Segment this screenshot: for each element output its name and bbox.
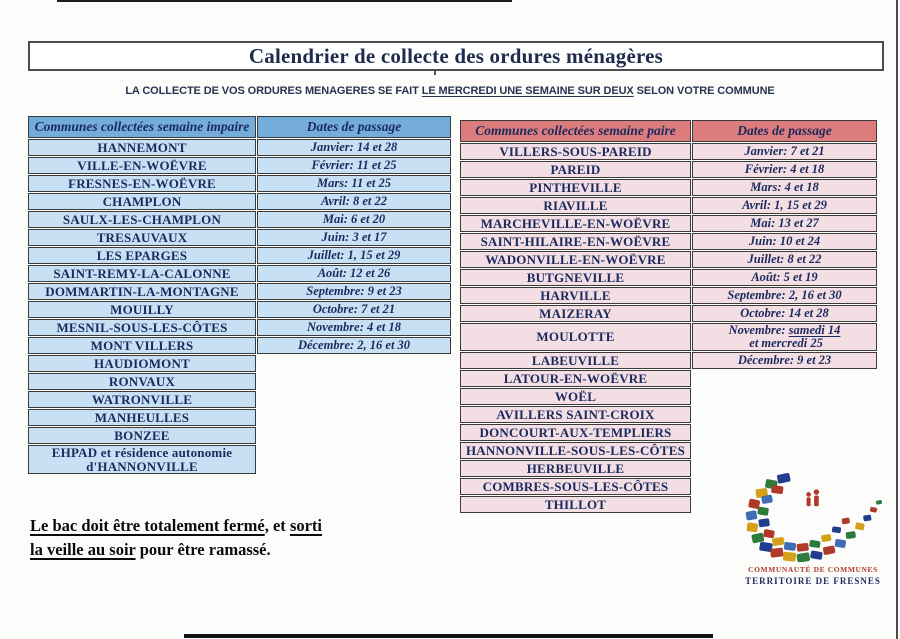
- commune-cell: MONT VILLERS: [28, 337, 256, 354]
- logo-crescent-icon: [745, 472, 883, 562]
- date-cell: Janvier: 14 et 28: [257, 139, 451, 156]
- commune-cell: WOËL: [460, 388, 691, 406]
- commune-cell: LATOUR-EN-WOËVRE: [460, 370, 691, 388]
- date-cell: Décembre: 2, 16 et 30: [257, 337, 451, 354]
- commune-cell: HANNEMONT: [28, 139, 256, 156]
- table-header-dates: Dates de passage: [257, 116, 451, 138]
- date-cell: Mars: 11 et 25: [257, 175, 451, 192]
- commune-cell: VILLERS-SOUS-PAREID: [460, 143, 691, 160]
- commune-cell: LABEUVILLE: [460, 352, 691, 370]
- commune-cell: BONZEE: [28, 427, 256, 444]
- commune-cell: WATRONVILLE: [28, 391, 256, 408]
- note-line-2: la veille au soir pour être ramassé.: [30, 539, 271, 559]
- scan-artifact-top-line: [57, 0, 512, 2]
- commune-cell: PINTHEVILLE: [460, 179, 691, 196]
- date-cell: Décembre: 9 et 23: [692, 352, 877, 370]
- date-cell: Août: 12 et 26: [257, 265, 451, 282]
- date-cell: Juillet: 1, 15 et 29: [257, 247, 451, 264]
- table-header-communes: Communes collectées semaine impaire: [28, 116, 256, 138]
- date-cell: Octobre: 14 et 28: [692, 305, 877, 322]
- commune-cell: MOUILLY: [28, 301, 256, 318]
- commune-cell: FRESNES-EN-WOËVRE: [28, 175, 256, 192]
- commune-cell: HAUDIOMONT: [28, 355, 256, 372]
- date-cell: Juin: 10 et 24: [692, 233, 877, 250]
- subtitle: LA COLLECTE DE VOS ORDURES MENAGERES SE …: [125, 85, 775, 97]
- commune-cell: EHPAD et résidence autonomie d'HANNONVIL…: [28, 445, 256, 475]
- commune-cell: AVILLERS SAINT-CROIX: [460, 406, 691, 424]
- date-cell: Janvier: 7 et 21: [692, 143, 877, 160]
- commune-cell: SAINT-HILAIRE-EN-WOËVRE: [460, 233, 691, 250]
- commune-cell: VILLE-EN-WOËVRE: [28, 157, 256, 174]
- date-cell: Novembre: samedi 14 et mercredi 25: [692, 323, 877, 352]
- commune-cell: HERBEUVILLE: [460, 460, 691, 478]
- table-header-communes: Communes collectées semaine paire: [460, 120, 691, 142]
- community-logo: COMMUNAUTÉ DE COMMUNES TERRITOIRE DE FRE…: [736, 472, 890, 586]
- commune-cell: THILLOT: [460, 496, 691, 514]
- date-cell: Septembre: 9 et 23: [257, 283, 451, 300]
- commune-cell: LES EPARGES: [28, 247, 256, 264]
- commune-cell: MANHEULLES: [28, 409, 256, 426]
- commune-cell: MESNIL-SOUS-LES-CÔTES: [28, 319, 256, 336]
- closing-note: Le bac doit être totalement fermé, et so…: [30, 514, 390, 562]
- commune-cell: WADONVILLE-EN-WOËVRE: [460, 251, 691, 268]
- commune-cell: DONCOURT-AUX-TEMPLIERS: [460, 424, 691, 442]
- date-cell: Juin: 3 et 17: [257, 229, 451, 246]
- date-cell: Mars: 4 et 18: [692, 179, 877, 196]
- date-cell: Avril: 1, 15 et 29: [692, 197, 877, 214]
- footer-org-line1: COMMUNAUTÉ DE COMMUNES: [748, 565, 878, 574]
- date-cell: Avril: 8 et 22: [257, 193, 451, 210]
- commune-cell: BUTGNEVILLE: [460, 269, 691, 286]
- commune-cell: DOMMARTIN-LA-MONTAGNE: [28, 283, 256, 300]
- commune-cell: CHAMPLON: [28, 193, 256, 210]
- table-semaine-impaire: Communes collectées semaine impaire Dates…: [28, 116, 451, 475]
- date-cell: Mai: 13 et 27: [692, 215, 877, 232]
- commune-cell: MARCHEVILLE-EN-WOËVRE: [460, 215, 691, 232]
- commune-cell: MOULOTTE: [460, 323, 691, 352]
- scan-artifact-right-edge: [896, 0, 898, 639]
- commune-cell: TRESAUVAUX: [28, 229, 256, 246]
- commune-cell: MAIZERAY: [460, 305, 691, 322]
- title-box: Calendrier de collecte des ordures ménag…: [28, 41, 884, 71]
- date-cell: Novembre: 4 et 18: [257, 319, 451, 336]
- commune-cell: HANNONVILLE-SOUS-LES-CÔTES: [460, 442, 691, 460]
- date-cell: Septembre: 2, 16 et 30: [692, 287, 877, 304]
- note-line-1: Le bac doit être totalement fermé, et so…: [30, 516, 323, 535]
- commune-cell: COMBRES-SOUS-LES-CÔTES: [460, 478, 691, 496]
- date-cell: Juillet: 8 et 22: [692, 251, 877, 268]
- logo-people-icon: [806, 489, 820, 507]
- date-cell: Août: 5 et 19: [692, 269, 877, 286]
- date-cell: Février: 11 et 25: [257, 157, 451, 174]
- scan-artifact-bottom-line: [184, 634, 713, 638]
- table-semaine-paire: Communes collectées semaine paire Dates d…: [460, 120, 877, 514]
- commune-cell: RONVAUX: [28, 373, 256, 390]
- commune-cell: SAULX-LES-CHAMPLON: [28, 211, 256, 228]
- table-header-dates: Dates de passage: [692, 120, 877, 142]
- date-cell: Octobre: 7 et 21: [257, 301, 451, 318]
- footer-org-line2: TERRITOIRE DE FRESNES: [745, 576, 881, 586]
- page-title: Calendrier de collecte des ordures ménag…: [248, 43, 664, 68]
- scan-artifact-tick: [434, 70, 436, 75]
- commune-cell: SAINT-REMY-LA-CALONNE: [28, 265, 256, 282]
- commune-cell: RIAVILLE: [460, 197, 691, 214]
- commune-cell: PAREID: [460, 161, 691, 178]
- date-cell: Mai: 6 et 20: [257, 211, 451, 228]
- commune-cell: HARVILLE: [460, 287, 691, 304]
- date-cell: Février: 4 et 18: [692, 161, 877, 178]
